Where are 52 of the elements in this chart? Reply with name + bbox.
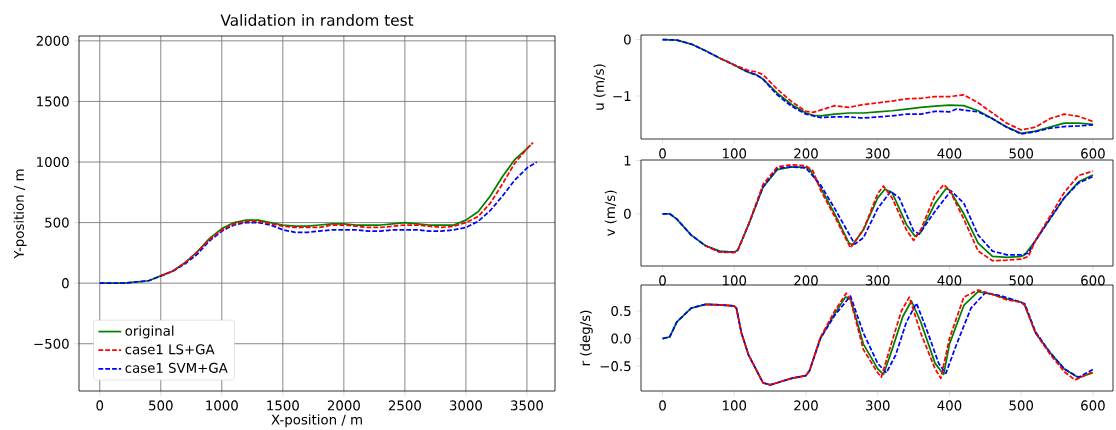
x-tick-label: 400	[937, 275, 962, 286]
x-tick-label: 0	[659, 400, 666, 411]
x-tick-label: 500	[1009, 148, 1034, 159]
x-tick-label: 100	[723, 275, 747, 286]
y-tick-label: −1	[613, 91, 631, 101]
y-tick-label: −0.5	[600, 361, 631, 372]
x-tick-label: 200	[794, 148, 818, 159]
y-tick-label: 0.5	[611, 305, 631, 316]
y-axis-title: r (deg/s)	[579, 310, 593, 366]
x-tick-label: 400	[937, 148, 962, 159]
x-tick-label: 200	[794, 400, 818, 411]
line-series	[719, 57, 1094, 131]
x-tick-label: 400	[937, 400, 962, 411]
x-tick-label: 1500	[267, 400, 299, 411]
x-tick-label: 3000	[449, 400, 482, 411]
x-tick-label: 600	[1081, 148, 1105, 159]
x-tick-label: 100	[723, 400, 747, 411]
y-tick-label: 1500	[37, 96, 69, 107]
x-tick-label: 0	[96, 400, 104, 411]
y-tick-label: 500	[45, 217, 69, 228]
x-tick-label: 500	[149, 400, 173, 411]
y-tick-label: −500	[34, 338, 69, 349]
chart-title: Validation in random test	[220, 14, 414, 26]
x-tick-label: 0	[659, 148, 666, 159]
x-tick-label: 200	[794, 275, 818, 286]
y-axis-title: Y-position / m	[13, 169, 27, 259]
legend-label: case1 LS+GA	[125, 344, 215, 355]
x-axis-title: X-position / m	[271, 414, 362, 428]
x-tick-label: 600	[1081, 275, 1105, 286]
y-tick-label: 1000	[37, 156, 69, 168]
y-tick-label: 1	[624, 155, 631, 166]
x-tick-label: 300	[866, 148, 890, 159]
x-tick-label: 3500	[510, 400, 544, 411]
x-tick-label: 500	[1009, 275, 1034, 286]
y-axis-title: u (m/s)	[593, 64, 606, 110]
x-tick-label: 0	[659, 275, 666, 286]
x-tick-label: 2500	[388, 400, 421, 411]
x-tick-label: 300	[866, 275, 890, 286]
legend-label: original	[125, 325, 174, 339]
x-tick-label: 100	[723, 148, 747, 159]
y-tick-label: 0	[624, 208, 631, 219]
x-tick-label: 2000	[327, 400, 360, 411]
x-tick-label: 300	[866, 400, 890, 411]
legend-label: case1 SVM+GA	[125, 362, 228, 373]
y-tick-label: 0.0	[611, 333, 631, 344]
line-series	[661, 38, 1094, 135]
x-tick-label: 1000	[206, 400, 238, 411]
x-tick-label: 500	[1009, 400, 1034, 411]
x-tick-label: 600	[1081, 400, 1105, 411]
y-tick-label: 2000	[36, 35, 69, 46]
y-tick-label: 0	[624, 34, 631, 45]
y-axis-title: v (m/s)	[604, 190, 617, 237]
